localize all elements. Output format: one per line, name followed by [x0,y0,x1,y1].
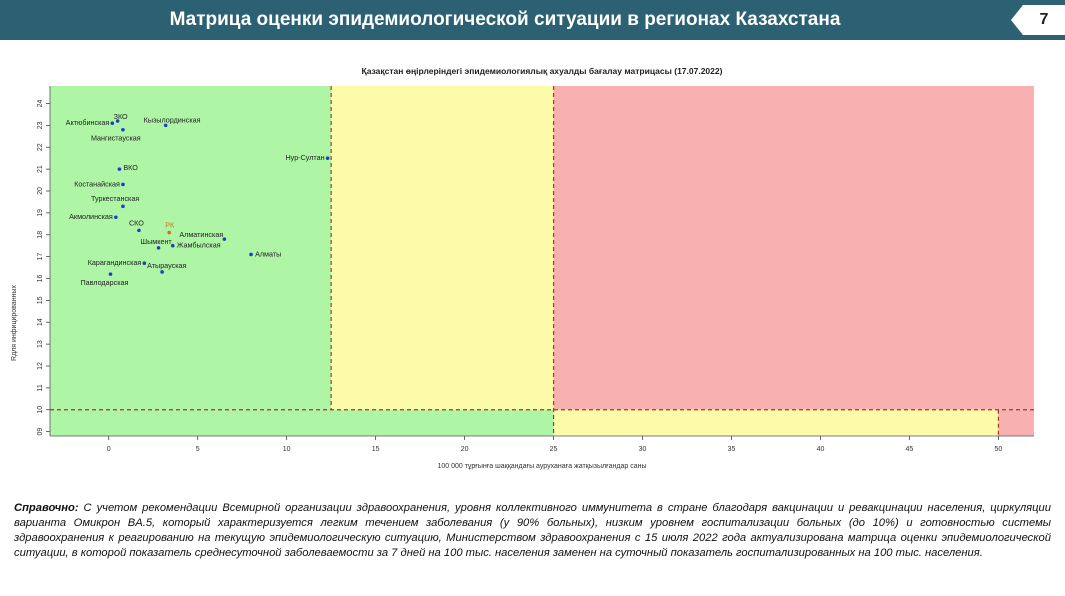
y-tick-label: 15 [37,296,44,304]
page-number: 7 [1039,11,1049,28]
data-label: СКО [129,218,144,227]
data-point [115,119,120,123]
data-point [222,237,227,241]
data-point [114,215,118,220]
red-zone [553,86,1034,410]
data-point [108,272,113,276]
data-label: Алматинская [179,230,223,239]
yellow-zone [331,86,554,410]
y-tick-label: 16 [37,275,44,283]
data-label: Нур-Султан [285,153,324,162]
data-point [249,252,253,257]
data-point [163,123,168,128]
data-label: Атырауская [147,261,186,270]
data-point [121,182,125,187]
y-tick-label: 21 [37,165,44,173]
data-label: Алматы [255,249,281,258]
data-label: Кызылординская [144,115,201,124]
y-tick-label: 19 [37,209,44,217]
y-tick-label: 20 [37,187,44,195]
y-axis-label: Rдля инфицированных [11,285,18,361]
data-point [167,230,172,235]
data-label: Костанайская [74,179,120,188]
data-point [110,121,115,125]
x-axis-label: 100 000 тұрғынға шаққандағы ауруханаға ж… [437,463,646,470]
data-point [121,127,125,132]
green-zone [50,86,332,410]
chart-title: Қазақстан өңірлеріндегі эпидемиологиялық… [362,66,723,76]
y-tick-label: 12 [37,362,44,370]
note-label: Справочно: [14,502,79,514]
x-tick-label: 40 [817,446,825,453]
slide-title: Матрица оценки эпидемиологической ситуац… [169,9,841,30]
data-label: Жамбылская [177,241,221,250]
x-tick-label: 10 [283,446,291,453]
data-label: ВКО [123,163,138,172]
data-label: Павлодарская [80,278,128,287]
data-label: Шымкент [141,237,173,246]
y-tick-label: 24 [37,100,44,108]
data-point [117,167,122,171]
red-zone [998,409,1034,436]
page-number-badge: 7 [1011,5,1065,35]
note-text: С учетом рекомендации Всемирной организа… [14,502,1051,559]
y-tick-label: 18 [37,231,44,239]
y-tick-label: 17 [37,253,44,261]
data-label: Мангистауская [91,134,141,143]
reference-note: Справочно: С учетом рекомендации Всемирн… [14,501,1051,561]
yellow-zone [553,409,999,436]
page-badge-shape [1011,5,1065,35]
data-label: Актюбинская [66,118,110,127]
slide-header: Матрица оценки эпидемиологической ситуац… [0,0,1065,40]
x-tick-label: 0 [107,446,111,453]
y-tick-label: 10 [37,406,44,414]
data-point [160,270,164,274]
data-point [156,246,161,250]
x-tick-label: 45 [906,446,914,453]
data-label: РК [165,220,175,229]
x-tick-label: 15 [372,446,380,453]
data-point [325,156,330,160]
data-label: Акмолинская [69,212,113,221]
y-tick-label: 13 [37,340,44,348]
data-label: ЗКО [114,112,128,121]
data-point [142,261,147,265]
y-tick-label: 14 [37,318,44,326]
x-tick-label: 5 [196,446,200,453]
x-tick-label: 50 [995,446,1003,453]
data-point [170,243,175,248]
x-tick-label: 25 [550,446,558,453]
data-label: Туркестанская [91,194,139,203]
x-tick-label: 35 [728,446,736,453]
data-label: Карагандинская [88,258,142,267]
x-tick-label: 20 [461,446,469,453]
x-tick-label: 30 [639,446,647,453]
data-point [121,204,125,209]
scatter-chart: 0 5 10 15 20 25 30 35 40 45 50 09 10 11 12 13 14 15 16 17 18… [11,66,1034,470]
y-tick-label: 22 [37,143,44,151]
green-zone [50,409,554,436]
y-tick-label: 11 [37,384,44,391]
y-tick-label: 09 [37,428,44,436]
y-tick-label: 23 [37,121,44,129]
data-point [137,228,141,233]
